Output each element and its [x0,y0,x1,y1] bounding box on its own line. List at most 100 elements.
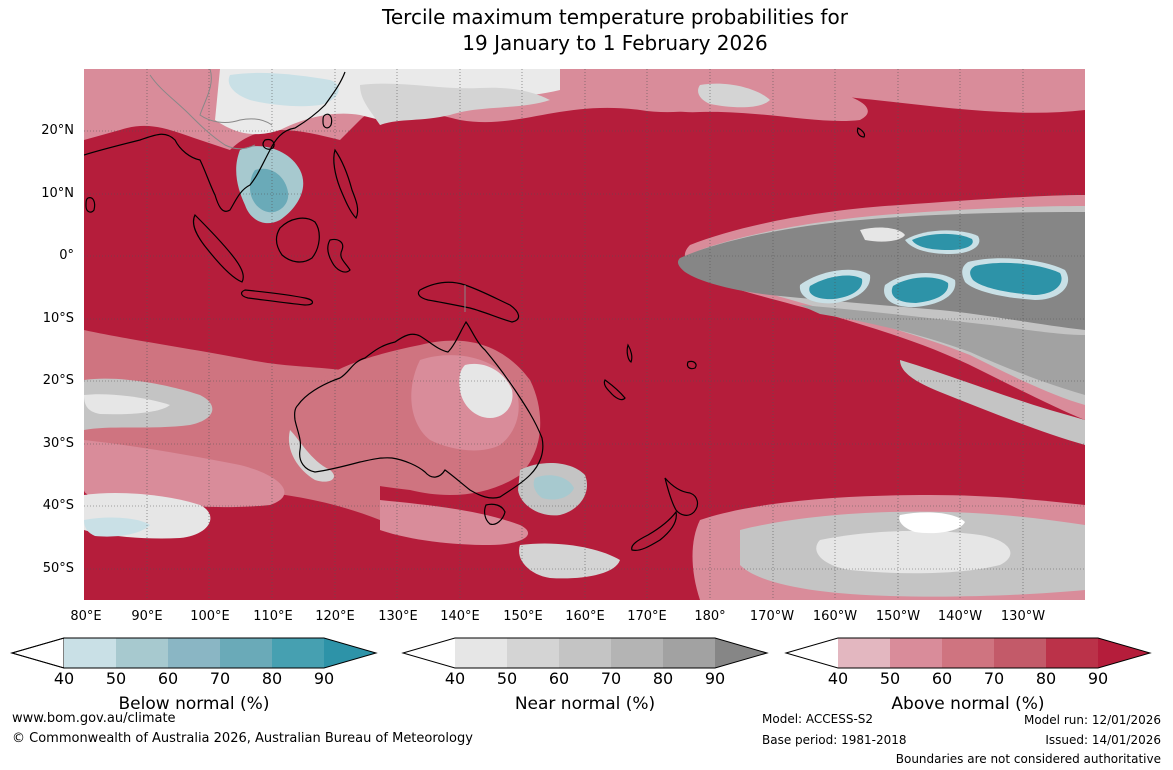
graticule [84,69,1085,600]
colorbar-above [784,637,1152,669]
near-tick-90: 90 [704,669,726,688]
field-southwest-grey2 [519,543,620,579]
above-tick-50: 50 [879,669,901,688]
colorbar-above-max [1098,638,1150,668]
colorbar-above-min [786,638,838,668]
field-australia-white [459,363,513,418]
lon-label-140e: 140°E [440,609,480,624]
lon-label-80e: 80°E [70,609,102,624]
colorbar-below-outline [10,637,378,669]
lat-label-10s: 10°S [42,311,74,326]
field-east-grey-mid [800,305,1085,395]
field-blue-patch-4-dark [891,277,949,303]
coast-new-caledonia [603,379,626,401]
coast-tasmania [484,503,506,525]
lon-label-150w: 150°W [875,609,921,624]
borders [149,69,466,312]
above-tick-90: 90 [1087,669,1109,688]
colorbar-below-60 [116,638,168,668]
coast-java [241,289,314,306]
above-tick-60: 60 [931,669,953,688]
lon-label-100e: 100°E [190,609,230,624]
lat-label-20n: 20°N [41,123,74,138]
colorbar-above-outline [784,637,1152,669]
field-blue-patch-2-dark [970,262,1062,295]
coast-new-zealand-south [631,510,677,551]
above-normal-label: Above normal (%) [891,694,1045,714]
near-tick-60: 60 [548,669,570,688]
below-tick-90: 90 [313,669,335,688]
lon-label-110e: 110°E [253,609,293,624]
coast-sri-lanka [85,197,96,213]
colorbar-near-50 [455,638,507,668]
footer-disclaimer: Boundaries are not considered authoritat… [895,752,1161,766]
colorbar-near-70 [559,638,611,668]
coast-hawaii [856,127,866,138]
field-tasman-blue [533,475,574,500]
colorbar-below-70 [168,638,220,668]
lon-label-130w: 130°W [1000,609,1046,624]
near-tick-40: 40 [444,669,466,688]
lon-label-150e: 150°E [503,609,543,624]
title-line-2: 19 January to 1 February 2026 [462,31,768,55]
coast-taiwan [322,113,333,129]
lat-label-10n: 10°N [41,186,74,201]
below-normal-label: Below normal (%) [118,694,270,714]
below-tick-70: 70 [209,669,231,688]
lon-label-160e: 160°E [565,609,605,624]
above-tick-80: 80 [1035,669,1057,688]
lon-label-170w: 170°W [749,609,795,624]
near-tick-70: 70 [600,669,622,688]
coast-sumatra [192,213,244,283]
coast-asia [84,71,346,212]
colorbar-below-90 [272,638,324,668]
colorbar-below-50 [64,638,116,668]
colorbar-below-min [10,637,65,669]
colorbar-above-70 [942,638,994,668]
near-tick-80: 80 [652,669,674,688]
above-tick-70: 70 [983,669,1005,688]
colorbar-near-80 [611,638,663,668]
field-east-grey-low [900,360,1085,445]
coast-fiji [686,360,697,370]
colorbar-near-outline [401,637,769,669]
colorbar-near-60 [507,638,559,668]
field-north-right-grey [698,83,770,108]
border-asia [149,74,256,150]
above-tick-40: 40 [827,669,849,688]
footer-url[interactable]: www.bom.gov.au/climate [12,711,176,726]
coastlines [84,71,866,551]
title-line-1: Tercile maximum temperature probabilitie… [382,5,848,29]
field-east-grey [677,212,1085,330]
colorbar-above-90 [1046,638,1098,668]
lat-label-0: 0° [59,248,74,263]
near-normal-label: Near normal (%) [514,694,656,714]
lon-label-130e: 130°E [378,609,418,624]
colorbar-below-max [324,638,376,668]
below-tick-60: 60 [157,669,179,688]
field-southeast-white [816,530,1011,574]
below-tick-40: 40 [53,669,75,688]
field-south-central-light [380,500,529,545]
footer-model: Model: ACCESS-S2 [762,712,874,726]
coast-philippines [333,148,359,220]
colorbar-near-90 [663,638,715,668]
below-tick-80: 80 [261,669,283,688]
field-north-grey [360,83,550,125]
colorbar-near-min [403,638,455,668]
lon-label-170e: 170°E [627,609,667,624]
coast-borneo [275,217,320,263]
colorbar-above-60 [890,638,942,668]
colorbar-above-80 [994,638,1046,668]
field-indochina-blue-dark [250,168,289,213]
lat-label-20s: 20°S [42,373,74,388]
field-south-west-white [84,394,170,415]
near-tick-50: 50 [496,669,518,688]
lon-label-180: 180° [694,609,726,624]
field-south-blue [84,517,150,537]
probability-map [84,69,1085,600]
footer-model-run: Model run: 12/01/2026 [1023,713,1161,727]
map-field [84,69,1085,600]
colorbar-near-max [715,638,767,668]
field-north-blue [228,72,339,107]
